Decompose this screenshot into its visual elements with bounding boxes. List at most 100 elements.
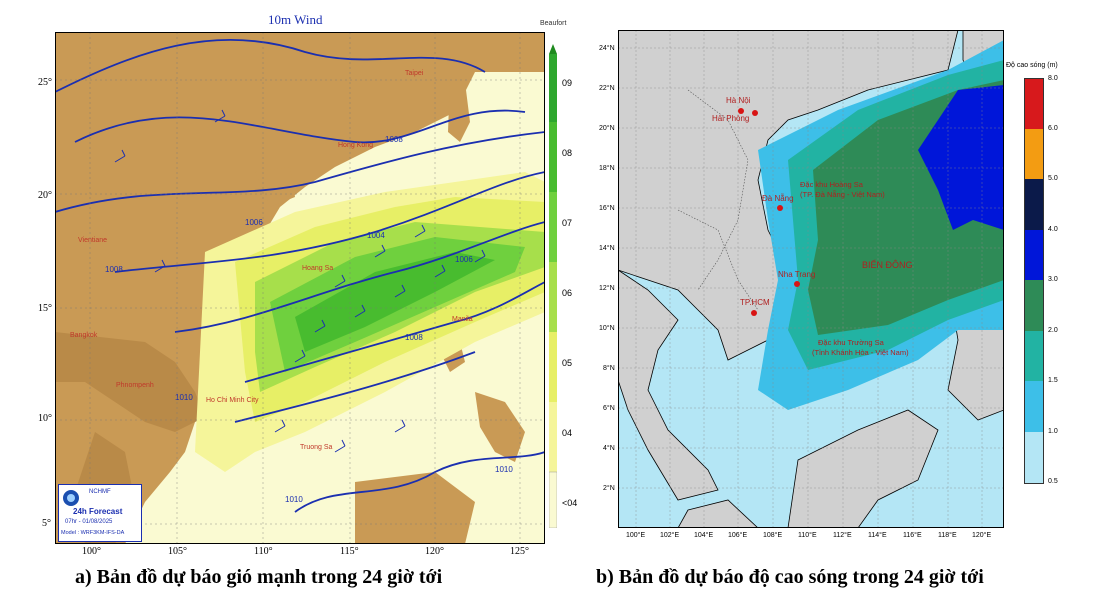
beaufort-unit-label: Beaufort bbox=[540, 20, 567, 27]
colorbar-label: 07 bbox=[562, 218, 573, 228]
colorbar-label: 5.0 bbox=[1048, 175, 1058, 182]
place-ho-chi-minh-city: Ho Chi Minh City bbox=[206, 397, 259, 404]
colorbar-label: 05 bbox=[562, 358, 573, 368]
isobar-line bbox=[174, 221, 545, 333]
wind-barb bbox=[154, 259, 166, 273]
lon-tick: 114°E bbox=[868, 532, 887, 539]
isobar-label: 1004 bbox=[367, 231, 385, 240]
lat-tick: 8°N bbox=[603, 365, 615, 372]
lat-tick: 10° bbox=[38, 413, 52, 424]
isobar-label: 1010 bbox=[175, 393, 193, 402]
city-nha-trang: Nha Trang bbox=[778, 270, 816, 279]
colorbar-segment bbox=[1025, 381, 1043, 432]
place-phnompenh: Phnompenh bbox=[116, 382, 154, 389]
hoang-sa-label: Đặc khu Hoàng Sa bbox=[800, 180, 863, 189]
wind-barb bbox=[114, 149, 126, 163]
colorbar-segment bbox=[1025, 230, 1043, 280]
colorbar-arrow bbox=[549, 44, 557, 54]
land-malay-peninsula bbox=[618, 269, 719, 501]
lat-tick: 5° bbox=[42, 518, 51, 529]
lon-tick: 125° bbox=[510, 546, 529, 557]
wind-barb bbox=[474, 249, 486, 263]
nchmf-forecast-logo: NCHMF 24h Forecast 07hr - 01/08/2025 Mod… bbox=[58, 484, 142, 542]
land-mindanao bbox=[475, 392, 525, 462]
city-tp-hcm: TP.HCM bbox=[740, 298, 770, 307]
city-marker-nha-trang bbox=[794, 281, 800, 287]
wave-colorbar bbox=[1024, 78, 1044, 484]
isobar-line bbox=[234, 351, 476, 423]
country-borders bbox=[677, 89, 759, 311]
land-borneo bbox=[355, 472, 475, 544]
lon-tick: 120° bbox=[425, 546, 444, 557]
isobar-label: 1010 bbox=[495, 465, 513, 474]
colorbar-segment bbox=[549, 332, 557, 402]
wind-barb bbox=[354, 304, 366, 318]
lon-tick: 110°E bbox=[798, 532, 817, 539]
colorbar-segment bbox=[1025, 129, 1043, 179]
wind-barb bbox=[334, 274, 346, 288]
lon-tick: 100°E bbox=[626, 532, 646, 539]
lat-tick: 6°N bbox=[603, 405, 615, 412]
lon-tick: 110° bbox=[254, 546, 273, 557]
place-taipei: Taipei bbox=[405, 70, 424, 77]
lon-tick: 120°E bbox=[972, 532, 992, 539]
lat-tick: 25° bbox=[38, 77, 52, 88]
colorbar-label: 04 bbox=[562, 428, 573, 438]
place-truong-sa: Truong Sa bbox=[300, 444, 333, 451]
lon-tick: 100° bbox=[82, 546, 101, 557]
colorbar-label: 09 bbox=[562, 78, 573, 88]
wind-barb bbox=[294, 349, 306, 363]
isobar-line bbox=[55, 131, 545, 213]
lon-tick: 116°E bbox=[903, 532, 922, 539]
nchmf-emblem-icon bbox=[63, 490, 79, 506]
lat-tick: 12°N bbox=[599, 285, 615, 292]
colorbar-segment bbox=[549, 122, 557, 192]
wind-barb bbox=[374, 244, 386, 258]
colorbar-segment bbox=[549, 402, 557, 472]
lat-tick: 10°N bbox=[599, 325, 615, 332]
colorbar-label: 2.0 bbox=[1048, 327, 1058, 334]
lon-tick: 118°E bbox=[938, 532, 957, 539]
land-hainan bbox=[255, 167, 295, 207]
city-marker-hai-phong bbox=[752, 110, 758, 116]
caption-wind-map: a) Bản đồ dự báo gió mạnh trong 24 giờ t… bbox=[75, 566, 443, 588]
wind-barb bbox=[274, 419, 286, 433]
colorbar-segment bbox=[1025, 331, 1043, 381]
isobar-line bbox=[74, 109, 526, 144]
lat-tick: 24°N bbox=[599, 45, 615, 52]
colorbar-segment bbox=[549, 262, 557, 332]
city-marker-da-nang bbox=[777, 205, 783, 211]
colorbar-label: 3.0 bbox=[1048, 276, 1058, 283]
isobar-label: 1008 bbox=[385, 135, 403, 144]
isobar-label: 1010 bbox=[285, 495, 303, 504]
land-indochina bbox=[55, 332, 205, 432]
isobar-label: 1006 bbox=[455, 255, 473, 264]
caption-wave-map: b) Bản đồ dự báo độ cao sóng trong 24 gi… bbox=[596, 566, 984, 588]
colorbar-label: 1.5 bbox=[1048, 377, 1058, 384]
city-hai-phong: Hải Phòng bbox=[712, 114, 750, 123]
isobar-label: 1008 bbox=[405, 333, 423, 342]
city-marker-ha-noi bbox=[738, 108, 744, 114]
lat-tick: 15° bbox=[38, 303, 52, 314]
logo-forecast: 24h Forecast bbox=[73, 507, 123, 516]
colorbar-label: 1.0 bbox=[1048, 428, 1058, 435]
city-marker-tp-hcm bbox=[751, 310, 757, 316]
place-vientiane: Vientiane bbox=[78, 237, 108, 244]
city-ha-noi: Hà Nội bbox=[726, 96, 751, 105]
truong-sa-sublabel: (Tỉnh Khánh Hòa - Việt Nam) bbox=[812, 348, 909, 357]
isobar-label: 1006 bbox=[245, 218, 263, 227]
wave-height-map bbox=[618, 30, 1004, 528]
lat-tick: 16°N bbox=[599, 205, 615, 212]
place-hoang-sa: Hoang Sa bbox=[302, 265, 334, 272]
colorbar-label: 08 bbox=[562, 148, 573, 158]
sea-label: BIỂN ĐÔNG bbox=[862, 260, 913, 270]
lon-tick: 102°E bbox=[660, 532, 680, 539]
map-a-graticule bbox=[55, 32, 545, 544]
lat-tick: 22°N bbox=[599, 85, 615, 92]
land-borneo bbox=[787, 409, 939, 528]
hoang-sa-sublabel: (TP. Đà Nẵng - Việt Nam) bbox=[800, 190, 885, 199]
colorbar-label: 06 bbox=[562, 288, 573, 298]
map-b-graticule bbox=[618, 30, 1004, 528]
wind-barb bbox=[394, 419, 406, 433]
place-bangkok: Bangkok bbox=[70, 332, 98, 339]
